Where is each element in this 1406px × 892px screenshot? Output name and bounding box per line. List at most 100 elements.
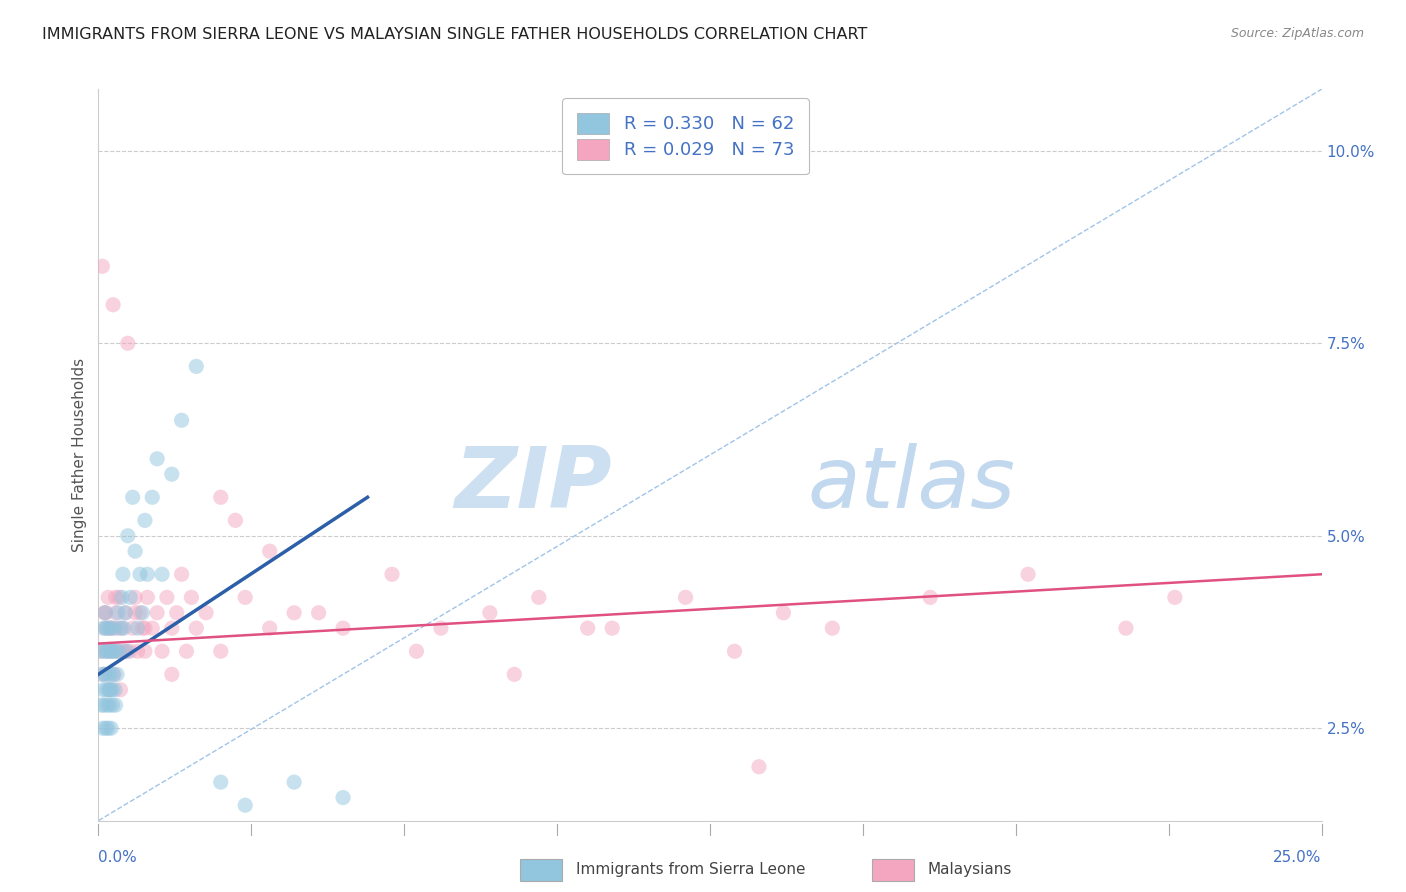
Point <box>111 591 134 605</box>
Point <box>131 621 153 635</box>
Point <box>209 490 232 504</box>
Point <box>93 606 115 620</box>
Point <box>259 621 281 635</box>
Point <box>283 775 305 789</box>
Point <box>170 567 193 582</box>
Point <box>90 644 112 658</box>
Point <box>141 621 163 635</box>
Point <box>100 644 122 658</box>
Point <box>91 621 114 635</box>
Point <box>127 644 149 658</box>
Point <box>332 790 354 805</box>
Point <box>134 513 156 527</box>
Point <box>136 567 159 582</box>
Point <box>101 667 124 681</box>
Point <box>100 682 122 697</box>
Point <box>103 621 125 635</box>
Point <box>94 606 117 620</box>
Point <box>90 698 112 713</box>
Point <box>131 606 153 620</box>
Point <box>110 682 132 697</box>
Point <box>821 621 844 635</box>
Point <box>101 682 124 697</box>
Point <box>111 567 134 582</box>
Point <box>114 606 136 620</box>
Point <box>150 644 173 658</box>
Point <box>600 621 623 635</box>
Text: Immigrants from Sierra Leone: Immigrants from Sierra Leone <box>576 863 806 877</box>
Point <box>97 721 120 735</box>
Point <box>134 644 156 658</box>
Point <box>124 544 146 558</box>
Point <box>104 591 127 605</box>
Text: Source: ZipAtlas.com: Source: ZipAtlas.com <box>1230 27 1364 40</box>
Point <box>98 644 121 658</box>
Point <box>91 682 114 697</box>
Point <box>105 667 128 681</box>
Point <box>108 644 131 658</box>
Point <box>129 567 152 582</box>
Point <box>110 621 132 635</box>
Y-axis label: Single Father Households: Single Father Households <box>72 358 87 552</box>
Point <box>97 591 120 605</box>
Point <box>283 606 305 620</box>
Text: Malaysians: Malaysians <box>928 863 1012 877</box>
Point <box>772 606 794 620</box>
Point <box>503 667 526 681</box>
Point <box>723 644 745 658</box>
Point <box>97 682 120 697</box>
Point <box>124 606 146 620</box>
Point <box>101 644 124 658</box>
Point <box>1017 567 1039 582</box>
Point <box>100 721 122 735</box>
Point <box>308 606 330 620</box>
Point <box>124 591 146 605</box>
Point <box>97 667 120 681</box>
Point <box>105 621 128 635</box>
Point <box>91 667 114 681</box>
Legend: R = 0.330   N = 62, R = 0.029   N = 73: R = 0.330 N = 62, R = 0.029 N = 73 <box>562 98 808 174</box>
Point <box>104 682 127 697</box>
Point <box>176 644 198 658</box>
Point <box>166 606 188 620</box>
Point <box>111 621 134 635</box>
Text: ZIP: ZIP <box>454 442 612 525</box>
Point <box>94 621 117 635</box>
Point <box>141 490 163 504</box>
Point <box>100 621 122 635</box>
Point <box>209 644 232 658</box>
Point <box>478 606 501 620</box>
Point <box>121 490 143 504</box>
Point <box>134 621 156 635</box>
Point <box>104 698 127 713</box>
Point <box>94 667 117 681</box>
Point <box>121 621 143 635</box>
Point <box>94 621 117 635</box>
Point <box>100 621 122 635</box>
Point <box>104 606 127 620</box>
Point <box>107 606 129 620</box>
Point <box>156 591 179 605</box>
Point <box>93 644 115 658</box>
Point <box>96 644 118 658</box>
Point <box>115 644 138 658</box>
Point <box>186 359 208 374</box>
Point <box>114 606 136 620</box>
Point <box>98 698 121 713</box>
Point <box>527 591 550 605</box>
Text: 0.0%: 0.0% <box>98 850 138 865</box>
Point <box>91 260 114 274</box>
Point <box>101 698 124 713</box>
Point <box>94 721 117 735</box>
Point <box>381 567 404 582</box>
Point <box>430 621 453 635</box>
Point <box>101 298 124 312</box>
Point <box>112 621 135 635</box>
Point <box>332 621 354 635</box>
Point <box>186 621 208 635</box>
Point <box>114 644 136 658</box>
Point <box>93 698 115 713</box>
Point <box>111 644 134 658</box>
Point <box>748 760 770 774</box>
Point <box>127 621 149 635</box>
